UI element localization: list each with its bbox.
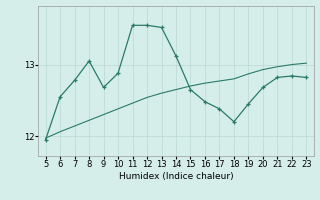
X-axis label: Humidex (Indice chaleur): Humidex (Indice chaleur) (119, 172, 233, 181)
